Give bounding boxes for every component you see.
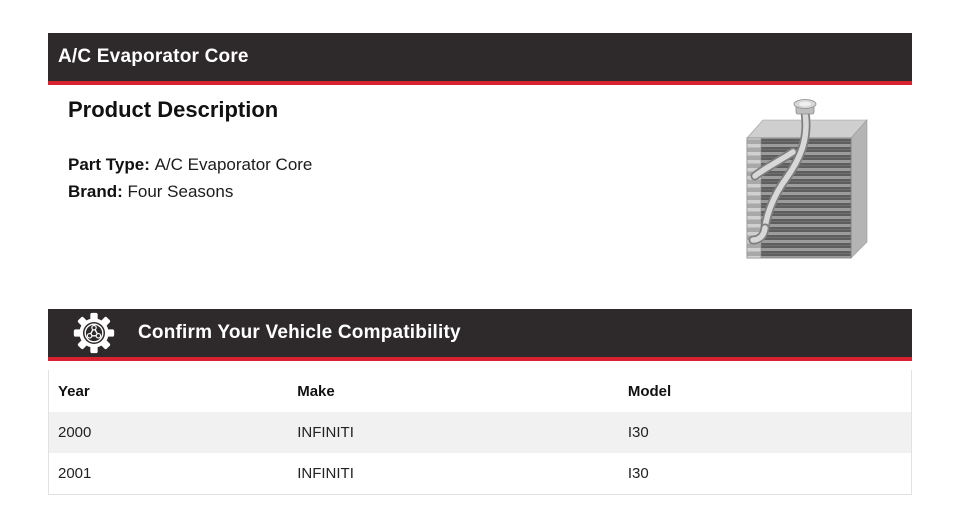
table-row: 2000 INFINITI I30 [48, 412, 912, 453]
column-header-make: Make [288, 370, 619, 412]
gear-icon [72, 311, 116, 355]
cell-year: 2000 [58, 424, 92, 441]
product-fields: Part Type: A/C Evaporator Core Brand: Fo… [68, 151, 312, 205]
cell-year: 2001 [58, 464, 92, 482]
product-title: A/C Evaporator Core [58, 46, 249, 67]
cell-make: INFINITI [297, 464, 354, 482]
product-description-heading: Product Description [68, 97, 279, 122]
table-row: 2001 INFINITI I30 [48, 453, 912, 494]
column-header-model: Model [618, 370, 912, 412]
part-type-value: A/C Evaporator Core [154, 155, 313, 174]
brand-label: Brand: [68, 182, 128, 201]
part-type-label: Part Type: [68, 155, 155, 174]
product-photo [735, 96, 883, 266]
cell-model: I30 [627, 464, 649, 482]
part-type-field: Part Type: A/C Evaporator Core [68, 151, 312, 178]
evaporator-core-image [746, 99, 868, 259]
brand-value: Four Seasons [127, 182, 234, 201]
product-title-bar: A/C Evaporator Core [48, 33, 912, 85]
compatibility-title: Confirm Your Vehicle Compatibility [138, 322, 461, 343]
cell-make: INFINITI [297, 424, 354, 441]
table-header-row: Year Make Model [48, 370, 912, 412]
brand-field: Brand: Four Seasons [68, 178, 312, 205]
compatibility-table: Year Make Model 2000 INFINITI I30 2001 I… [48, 370, 912, 495]
column-header-year: Year [48, 370, 289, 412]
cell-model: I30 [627, 424, 649, 441]
compatibility-title-bar: Confirm Your Vehicle Compatibility [48, 309, 912, 361]
